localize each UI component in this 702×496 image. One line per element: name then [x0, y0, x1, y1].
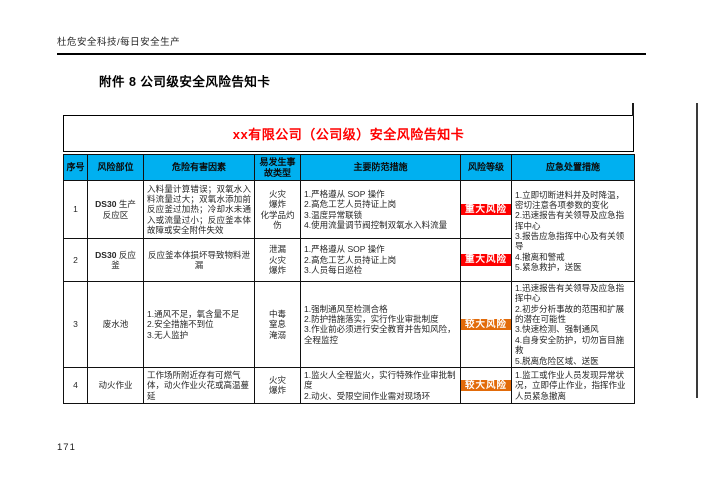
col-header-risk-level: 风险等级	[460, 154, 512, 181]
risk-table: 序号 风险部位 危险有害因素 易发生事 故类型 主要防范措施 风险等级 应急处置…	[63, 154, 635, 404]
table-row: 2 DS30 反应釜 反应釜本体损坏导致物料泄漏 泄漏 火灾 爆炸 1.严格遵从…	[63, 238, 635, 282]
cell-emergency: 1.监工或作业人员发现异常状况，立即停止作业，指挥作业人员紧急撤离	[511, 366, 635, 404]
cell-location: DS30 生产反应区	[87, 180, 144, 239]
col-header-emergency: 应急处置措施	[511, 154, 635, 181]
risk-level-badge: 较大风险	[461, 318, 511, 331]
table-row: 4 动火作业 工作场所附近存有可燃气体，动火作业火花或高温蔓延 火灾 爆炸 1.…	[63, 366, 635, 404]
cell-no: 3	[63, 281, 88, 368]
col-header-measures: 主要防范措施	[300, 154, 461, 181]
location-code: DS30	[95, 199, 117, 210]
cell-location: DS30 反应釜	[87, 238, 144, 282]
location-code: DS30	[95, 249, 117, 260]
table-row: 3 废水池 1.通风不足，氧含量不足 2.安全措施不到位 3.无人监护 中毒 窒…	[63, 281, 635, 368]
cell-no: 4	[63, 366, 88, 404]
cell-emergency-merged: 1.立即切断进料并及时降温，密切注意各项参数的变化 2.迅速报告有关领导及应急指…	[511, 180, 635, 282]
page-edge-line	[696, 103, 698, 398]
cell-accident-types: 火灾 爆炸	[254, 366, 301, 404]
cell-risk-level: 重大风险	[460, 180, 512, 239]
cell-accident-types: 泄漏 火灾 爆炸	[254, 238, 301, 282]
risk-level-badge: 重大风险	[461, 203, 511, 216]
cell-location: 动火作业	[87, 366, 144, 404]
cell-hazards: 反应釜本体损坏导致物料泄漏	[143, 238, 255, 282]
cell-accident-types: 火灾 爆炸 化学品灼伤	[254, 180, 301, 239]
table-header-row: 序号 风险部位 危险有害因素 易发生事 故类型 主要防范措施 风险等级 应急处置…	[63, 154, 635, 181]
cell-hazards: 1.通风不足，氧含量不足 2.安全措施不到位 3.无人监护	[143, 281, 255, 368]
cell-risk-level: 较大风险	[460, 366, 512, 404]
col-header-location: 风险部位	[87, 154, 144, 181]
card-title-box: xx有限公司（公司级）安全风险告知卡	[63, 115, 634, 152]
cell-emergency: 1.迅速报告有关领导及应急指挥中心 2.初步分析事故的范围和扩展的潜在可能性 3…	[511, 281, 635, 368]
cell-hazards: 入料量计算错误；双氧水入料流量过大；双氧水添加前反应釜过加热；冷却水未通入或流量…	[143, 180, 255, 239]
cell-measures: 1.强制通风至检测合格 2.防护措施落实，实行作业审批制度 3.作业前必须进行安…	[300, 281, 461, 368]
cell-measures: 1.严格遵从 SOP 操作 2.高危工艺人员持证上岗 3.人员每日巡检	[300, 238, 461, 282]
attachment-heading: 附件 8 公司级安全风险告知卡	[99, 75, 271, 89]
cell-risk-level: 重大风险	[460, 238, 512, 282]
cell-no: 1	[63, 180, 88, 239]
cell-hazards: 工作场所附近存有可燃气体，动火作业火花或高温蔓延	[143, 366, 255, 404]
document-header-text: 杜危安全科技/每日安全生产	[57, 37, 181, 48]
location-name: 生产反应区	[102, 199, 136, 220]
table-row: 1 DS30 生产反应区 入料量计算错误；双氧水入料流量过大；双氧水添加前反应釜…	[63, 180, 635, 282]
cell-risk-level: 较大风险	[460, 281, 512, 368]
table-corner-tick-line	[632, 103, 634, 116]
risk-level-badge: 重大风险	[461, 254, 511, 266]
risk-level-badge: 较大风险	[461, 379, 511, 392]
location-name: 动火作业	[98, 380, 133, 391]
cell-measures: 1.监火人全程监火，实行特殊作业审批制度 2.动火、受限空间作业需对现场环	[300, 366, 461, 404]
header-divider-line	[57, 53, 646, 55]
location-name: 反应釜	[111, 249, 136, 270]
col-header-accident-types: 易发生事 故类型	[254, 154, 301, 181]
page-number: 171	[57, 442, 76, 453]
cell-accident-types: 中毒 窒息 淹溺	[254, 281, 301, 368]
card-title: xx有限公司（公司级）安全风险告知卡	[232, 127, 465, 142]
location-name: 废水池	[102, 319, 129, 330]
cell-location: 废水池	[87, 281, 144, 368]
col-header-hazards: 危险有害因素	[143, 154, 255, 181]
cell-measures: 1.严格遵从 SOP 操作 2.高危工艺人员持证上岗 3.温度异常联锁 4.使用…	[300, 180, 461, 239]
cell-no: 2	[63, 238, 88, 282]
col-header-no: 序号	[63, 154, 88, 181]
